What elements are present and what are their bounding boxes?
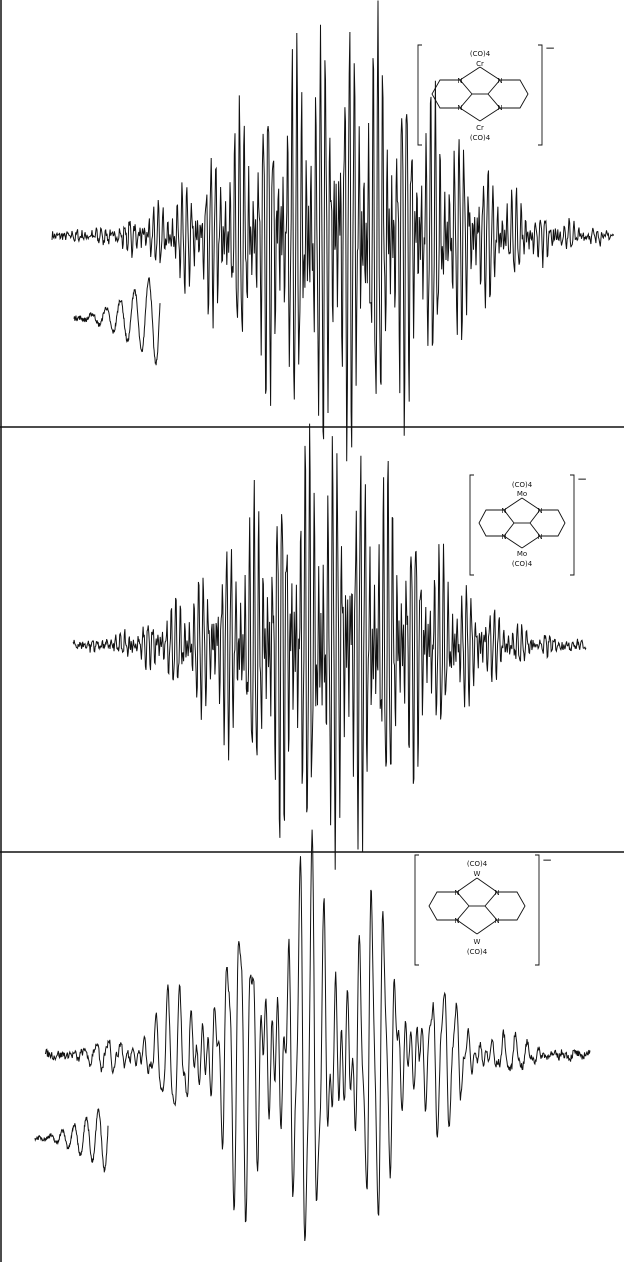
ligand-label-top: (CO)4	[470, 50, 491, 58]
panel-w	[0, 829, 591, 1262]
nitrogen-label: N	[494, 889, 499, 897]
ligand-label-bottom: (CO)4	[512, 560, 533, 568]
nitrogen-label: N	[457, 77, 462, 85]
panel-mo	[0, 423, 624, 870]
spectrum-trace	[72, 423, 587, 870]
structure-drawing	[414, 854, 540, 966]
structure-inset-w: − (CO)4 W W (CO)4 N N N N	[414, 853, 552, 966]
nitrogen-label: N	[537, 507, 542, 515]
ligand-label-top: (CO)4	[467, 860, 488, 868]
nitrogen-label: N	[454, 889, 459, 897]
nitrogen-label: N	[454, 917, 459, 925]
metal-label-top: Cr	[476, 60, 484, 68]
ligand-label-bottom: (CO)4	[470, 134, 491, 142]
spectrum-trace	[44, 829, 591, 1242]
ligand-label-bottom: (CO)4	[467, 948, 488, 956]
nitrogen-label: N	[537, 533, 542, 541]
structure-drawing	[417, 44, 543, 146]
metal-label-bottom: Cr	[476, 124, 484, 132]
ligand-label-top: (CO)4	[512, 481, 533, 489]
panel-cr	[0, 0, 624, 462]
charge-label: −	[542, 853, 552, 867]
nitrogen-label: N	[497, 104, 502, 112]
nitrogen-label: N	[501, 507, 506, 515]
structure-inset-cr: − (CO)4 Cr Cr (CO)4 N N N N	[417, 41, 555, 146]
nitrogen-label: N	[494, 917, 499, 925]
nitrogen-label: N	[497, 77, 502, 85]
nitrogen-label: N	[501, 533, 506, 541]
charge-label: −	[577, 472, 587, 486]
metal-label-bottom: Mo	[517, 550, 527, 558]
inset-spectrum-trace	[73, 276, 161, 366]
structure-inset-mo: − (CO)4 Mo Mo (CO)4 N N N N	[469, 472, 587, 576]
metal-label-top: Mo	[517, 490, 527, 498]
structure-drawing	[469, 474, 575, 576]
metal-label-bottom: W	[474, 938, 481, 946]
nitrogen-label: N	[457, 104, 462, 112]
metal-label-top: W	[474, 870, 481, 878]
inset-spectrum-trace	[34, 1107, 109, 1173]
charge-label: −	[545, 41, 555, 55]
spectrum-trace	[51, 0, 614, 462]
